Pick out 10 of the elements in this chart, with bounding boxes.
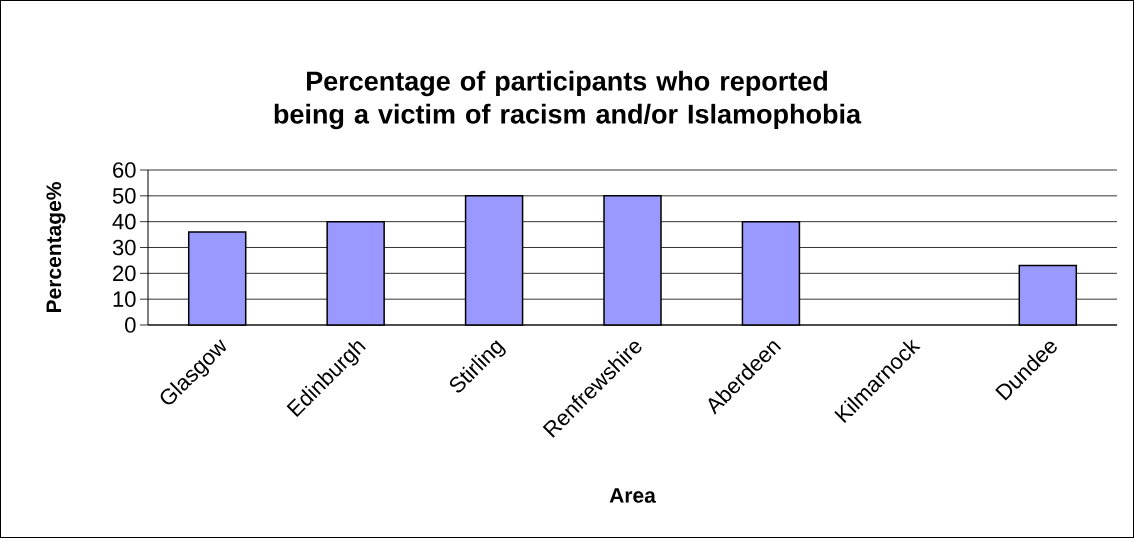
y-tick-label: 20 (113, 265, 136, 282)
chart-title: Percentage of participants who reported being a victim of racism and/or Islamophobia (274, 70, 862, 130)
y-tick-label: 30 (112, 239, 136, 256)
y-tick-label: 60 (113, 162, 136, 178)
y-tick-label: 40 (112, 213, 136, 230)
x-axis-title: Area (609, 488, 656, 503)
y-tick-label: 50 (112, 188, 136, 204)
y-tick-label: 10 (113, 291, 136, 307)
y-axis-title: Percentage% (46, 182, 66, 313)
y-tick-label: 0 (125, 317, 136, 333)
